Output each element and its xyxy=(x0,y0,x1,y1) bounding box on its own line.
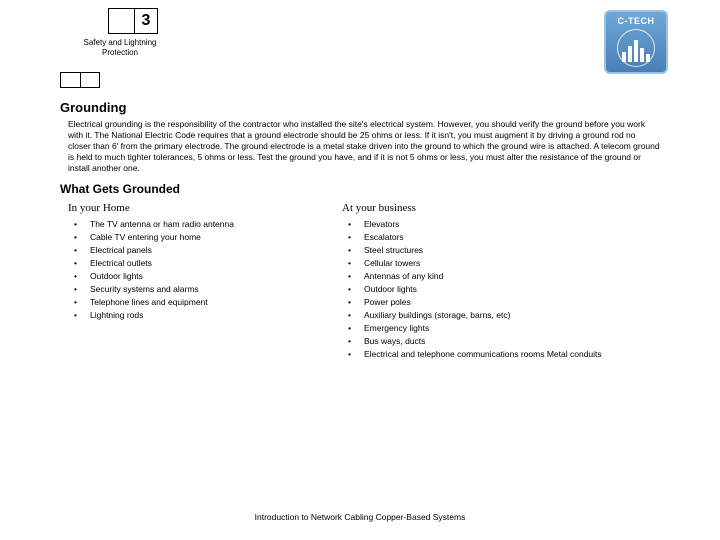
list-item: Steel structures xyxy=(348,244,672,257)
list-item: Cellular towers xyxy=(348,257,672,270)
header-small-cells xyxy=(60,72,100,88)
list-item: Bus ways, ducts xyxy=(348,335,672,348)
chapter-number-blank xyxy=(109,9,135,33)
business-list: ElevatorsEscalatorsSteel structuresCellu… xyxy=(348,218,672,361)
list-item: The TV antenna or ham radio antenna xyxy=(74,218,318,231)
logo-bars xyxy=(622,40,650,62)
slide-header: 3 Safety and Lightning Protection C-TECH xyxy=(0,0,720,90)
two-column-lists: In your Home The TV antenna or ham radio… xyxy=(68,202,660,361)
list-item: Electrical and telephone communications … xyxy=(348,348,672,361)
business-column-title: At your business xyxy=(342,202,672,214)
home-list: The TV antenna or ham radio antennaCable… xyxy=(74,218,318,322)
slide-footer: Introduction to Network Cabling Copper-B… xyxy=(0,512,720,522)
logo-text: C-TECH xyxy=(618,16,655,26)
home-column: In your Home The TV antenna or ham radio… xyxy=(68,202,318,361)
list-item: Emergency lights xyxy=(348,322,672,335)
section-heading: Grounding xyxy=(60,100,660,115)
list-item: Elevators xyxy=(348,218,672,231)
list-item: Cable TV entering your home xyxy=(74,231,318,244)
home-column-title: In your Home xyxy=(68,202,318,214)
list-item: Escalators xyxy=(348,231,672,244)
list-item: Outdoor lights xyxy=(348,283,672,296)
slide-content: Grounding Electrical grounding is the re… xyxy=(0,90,720,361)
section-body: Electrical grounding is the responsibili… xyxy=(68,119,660,174)
list-item: Electrical panels xyxy=(74,244,318,257)
business-column: At your business ElevatorsEscalatorsStee… xyxy=(342,202,672,361)
list-item: Auxiliary buildings (storage, barns, etc… xyxy=(348,309,672,322)
list-item: Electrical outlets xyxy=(74,257,318,270)
chapter-number-box: 3 xyxy=(108,8,158,34)
list-item: Telephone lines and equipment xyxy=(74,296,318,309)
list-item: Security systems and alarms xyxy=(74,283,318,296)
list-item: Power poles xyxy=(348,296,672,309)
list-item: Antennas of any kind xyxy=(348,270,672,283)
section-subheading: What Gets Grounded xyxy=(60,182,660,196)
list-item: Outdoor lights xyxy=(74,270,318,283)
list-item: Lightning rods xyxy=(74,309,318,322)
chapter-number: 3 xyxy=(135,9,157,33)
logo-city-icon xyxy=(616,28,656,68)
chapter-title: Safety and Lightning Protection xyxy=(80,38,160,58)
ctech-logo: C-TECH xyxy=(604,10,668,74)
